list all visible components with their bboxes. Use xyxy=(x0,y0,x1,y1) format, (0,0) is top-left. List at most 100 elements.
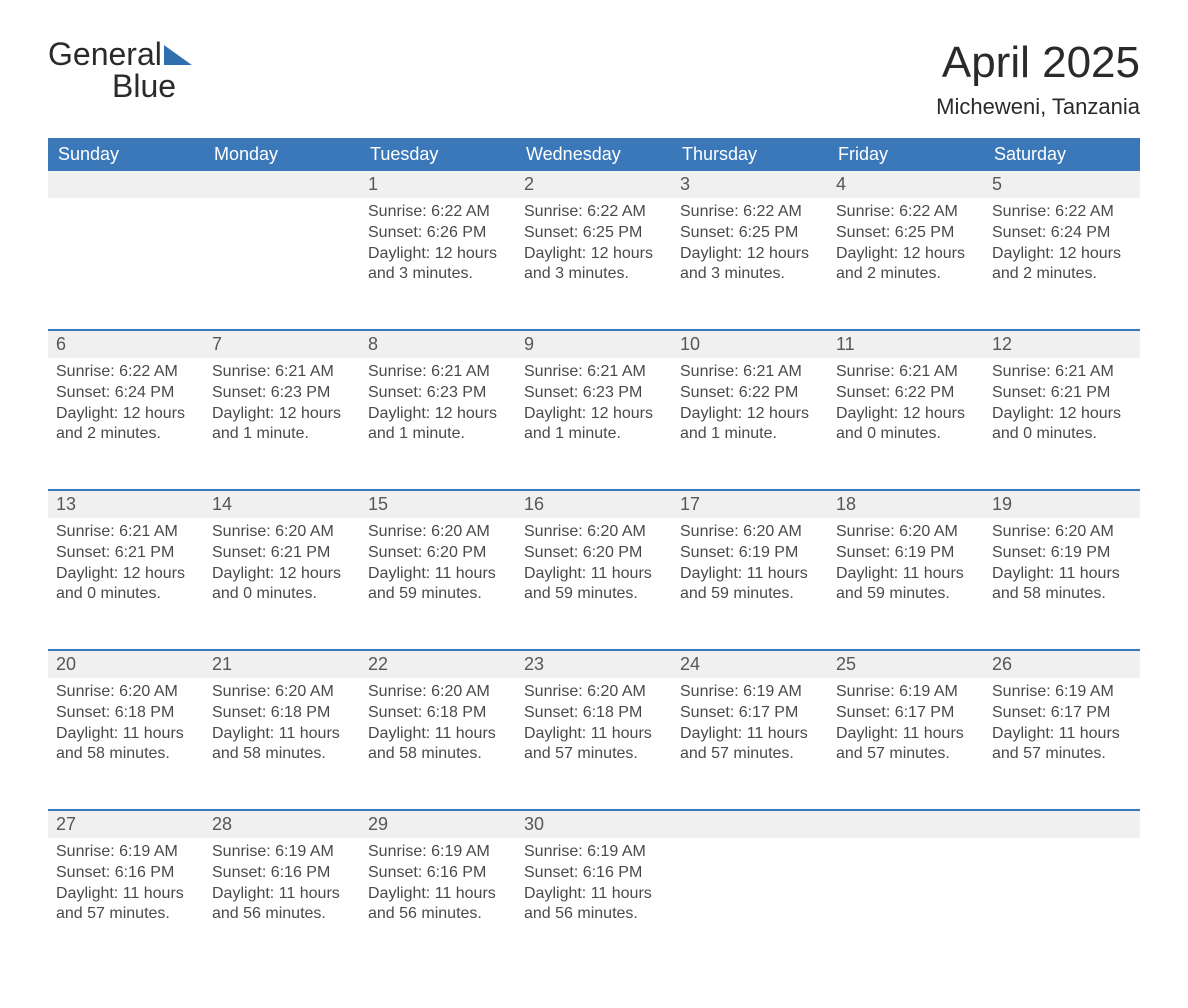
day-number-cell: 17 xyxy=(672,490,828,518)
day-number-cell: 6 xyxy=(48,330,204,358)
day-body-cell xyxy=(204,198,360,330)
weekday-header: Wednesday xyxy=(516,138,672,171)
sunrise-line: Sunrise: 6:21 AM xyxy=(524,362,664,383)
weekday-header: Monday xyxy=(204,138,360,171)
calendar-table: Sunday Monday Tuesday Wednesday Thursday… xyxy=(48,138,1140,970)
day-number-cell: 18 xyxy=(828,490,984,518)
day-number-cell: 19 xyxy=(984,490,1140,518)
sunrise-line: Sunrise: 6:22 AM xyxy=(680,202,820,223)
day-number-cell: 9 xyxy=(516,330,672,358)
logo-text: General Blue xyxy=(48,38,192,102)
sunset-line: Sunset: 6:24 PM xyxy=(56,383,196,404)
day-body-cell: Sunrise: 6:21 AMSunset: 6:21 PMDaylight:… xyxy=(48,518,204,650)
month-title: April 2025 xyxy=(936,38,1140,88)
day-number-cell: 28 xyxy=(204,810,360,838)
day-number-cell: 10 xyxy=(672,330,828,358)
sunrise-line: Sunrise: 6:20 AM xyxy=(368,522,508,543)
sunrise-line: Sunrise: 6:22 AM xyxy=(56,362,196,383)
sunset-line: Sunset: 6:21 PM xyxy=(212,543,352,564)
sunrise-line: Sunrise: 6:21 AM xyxy=(212,362,352,383)
sunset-line: Sunset: 6:20 PM xyxy=(524,543,664,564)
day-number-cell: 2 xyxy=(516,171,672,198)
day-number-cell xyxy=(984,810,1140,838)
day-body-cell: Sunrise: 6:21 AMSunset: 6:22 PMDaylight:… xyxy=(828,358,984,490)
day-body-cell: Sunrise: 6:20 AMSunset: 6:20 PMDaylight:… xyxy=(360,518,516,650)
sunset-line: Sunset: 6:23 PM xyxy=(368,383,508,404)
daylight-line: Daylight: 12 hours and 0 minutes. xyxy=(992,404,1132,446)
logo-flag-icon xyxy=(164,45,192,65)
daynum-row: 6789101112 xyxy=(48,330,1140,358)
daylight-line: Daylight: 12 hours and 0 minutes. xyxy=(836,404,976,446)
sunrise-line: Sunrise: 6:20 AM xyxy=(212,682,352,703)
sunset-line: Sunset: 6:18 PM xyxy=(368,703,508,724)
daylight-line: Daylight: 12 hours and 1 minute. xyxy=(524,404,664,446)
daylight-line: Daylight: 11 hours and 57 minutes. xyxy=(524,724,664,766)
sunset-line: Sunset: 6:18 PM xyxy=(56,703,196,724)
day-body-cell: Sunrise: 6:21 AMSunset: 6:22 PMDaylight:… xyxy=(672,358,828,490)
sunset-line: Sunset: 6:25 PM xyxy=(680,223,820,244)
sunset-line: Sunset: 6:16 PM xyxy=(212,863,352,884)
day-number-cell: 7 xyxy=(204,330,360,358)
sunrise-line: Sunrise: 6:19 AM xyxy=(56,842,196,863)
weekday-header: Sunday xyxy=(48,138,204,171)
sunset-line: Sunset: 6:23 PM xyxy=(524,383,664,404)
sunrise-line: Sunrise: 6:22 AM xyxy=(992,202,1132,223)
daynum-row: 27282930 xyxy=(48,810,1140,838)
sunset-line: Sunset: 6:26 PM xyxy=(368,223,508,244)
day-number-cell: 11 xyxy=(828,330,984,358)
sunrise-line: Sunrise: 6:21 AM xyxy=(56,522,196,543)
weekday-header: Tuesday xyxy=(360,138,516,171)
sunset-line: Sunset: 6:17 PM xyxy=(836,703,976,724)
daylight-line: Daylight: 11 hours and 57 minutes. xyxy=(992,724,1132,766)
sunrise-line: Sunrise: 6:19 AM xyxy=(212,842,352,863)
day-number-cell: 16 xyxy=(516,490,672,518)
sunset-line: Sunset: 6:20 PM xyxy=(368,543,508,564)
day-number-cell: 12 xyxy=(984,330,1140,358)
sunset-line: Sunset: 6:24 PM xyxy=(992,223,1132,244)
sunset-line: Sunset: 6:23 PM xyxy=(212,383,352,404)
day-body-cell: Sunrise: 6:19 AMSunset: 6:16 PMDaylight:… xyxy=(48,838,204,970)
daylight-line: Daylight: 11 hours and 58 minutes. xyxy=(56,724,196,766)
daynum-row: 12345 xyxy=(48,171,1140,198)
day-number-cell xyxy=(828,810,984,838)
daybody-row: Sunrise: 6:22 AMSunset: 6:24 PM Daylight:… xyxy=(48,358,1140,490)
day-number-cell: 1 xyxy=(360,171,516,198)
day-number-cell: 25 xyxy=(828,650,984,678)
day-number-cell: 15 xyxy=(360,490,516,518)
sunrise-line: Sunrise: 6:20 AM xyxy=(368,682,508,703)
day-body-cell: Sunrise: 6:20 AMSunset: 6:19 PMDaylight:… xyxy=(984,518,1140,650)
daybody-row: Sunrise: 6:22 AMSunset: 6:26 PMDaylight:… xyxy=(48,198,1140,330)
daylight-line: Daylight: 12 hours and 0 minutes. xyxy=(56,564,196,606)
day-number-cell: 26 xyxy=(984,650,1140,678)
daynum-row: 13141516171819 xyxy=(48,490,1140,518)
sunrise-line: Sunrise: 6:20 AM xyxy=(524,522,664,543)
daylight-line: Daylight: 11 hours and 59 minutes. xyxy=(368,564,508,606)
sunset-line: Sunset: 6:25 PM xyxy=(524,223,664,244)
day-number-cell: 27 xyxy=(48,810,204,838)
sunrise-line: Sunrise: 6:20 AM xyxy=(992,522,1132,543)
sunset-line: Sunset: 6:19 PM xyxy=(992,543,1132,564)
day-number-cell xyxy=(48,171,204,198)
weekday-header: Thursday xyxy=(672,138,828,171)
sunrise-line: Sunrise: 6:19 AM xyxy=(524,842,664,863)
daylight-line: Daylight: 11 hours and 56 minutes. xyxy=(368,884,508,926)
sunrise-line: Sunrise: 6:21 AM xyxy=(680,362,820,383)
daylight-line: Daylight: 12 hours and 2 minutes. xyxy=(992,244,1132,286)
logo-part2: Blue xyxy=(112,68,176,104)
day-body-cell: Sunrise: 6:20 AMSunset: 6:18 PMDaylight:… xyxy=(360,678,516,810)
sunset-line: Sunset: 6:21 PM xyxy=(992,383,1132,404)
sunset-line: Sunset: 6:22 PM xyxy=(680,383,820,404)
daylight-line: Daylight: 11 hours and 56 minutes. xyxy=(524,884,664,926)
sunset-line: Sunset: 6:18 PM xyxy=(212,703,352,724)
sunrise-line: Sunrise: 6:19 AM xyxy=(368,842,508,863)
day-body-cell: Sunrise: 6:21 AMSunset: 6:23 PMDaylight:… xyxy=(204,358,360,490)
daylight-line: Daylight: 12 hours and 3 minutes. xyxy=(524,244,664,286)
day-number-cell: 22 xyxy=(360,650,516,678)
daylight-line: Daylight: 11 hours and 57 minutes. xyxy=(56,884,196,926)
day-body-cell: Sunrise: 6:20 AMSunset: 6:18 PMDaylight:… xyxy=(516,678,672,810)
day-body-cell: Sunrise: 6:22 AMSunset: 6:24 PMDaylight:… xyxy=(984,198,1140,330)
sunset-line: Sunset: 6:16 PM xyxy=(56,863,196,884)
day-body-cell: Sunrise: 6:20 AMSunset: 6:19 PMDaylight:… xyxy=(672,518,828,650)
daylight-line: Daylight: 11 hours and 58 minutes. xyxy=(368,724,508,766)
daylight-line: Daylight: 12 hours and 3 minutes. xyxy=(368,244,508,286)
